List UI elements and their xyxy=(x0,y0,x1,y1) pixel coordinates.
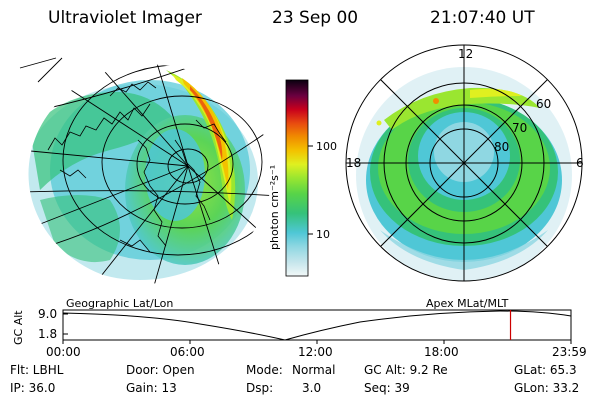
flt-field: Flt: LBHL xyxy=(10,363,64,377)
right-polar-map xyxy=(345,44,583,282)
altitude-ytick-high: 9.0 xyxy=(38,307,58,321)
altitude-track-plot xyxy=(62,309,572,344)
mlt-label-12: 12 xyxy=(458,47,474,61)
gcalt-field: GC Alt: 9.2 Re xyxy=(364,363,448,377)
colorbar-tick-100: 100 xyxy=(316,140,337,153)
door-field: Door: Open xyxy=(126,363,195,377)
mlat-label-80: 80 xyxy=(494,140,510,154)
apex-caption: Apex MLat/MLT xyxy=(426,297,509,310)
dsp-label: Dsp: xyxy=(246,381,274,395)
date-label: 23 Sep 00 xyxy=(272,8,359,28)
mode-label: Mode: xyxy=(246,363,283,377)
altitude-xtick-1200: 12:00 xyxy=(298,345,333,359)
time-label: 21:07:40 UT xyxy=(430,8,535,28)
mlat-label-60: 60 xyxy=(536,97,552,111)
mlat-label-70: 70 xyxy=(512,121,528,135)
glat-field: GLat: 65.3 xyxy=(514,363,577,377)
mode-value: Normal xyxy=(292,363,336,377)
altitude-xtick-0600: 06:00 xyxy=(170,345,205,359)
mlt-label-18: 18 xyxy=(346,156,362,170)
left-geographic-map xyxy=(19,57,273,285)
altitude-xtick-1800: 18:00 xyxy=(424,345,459,359)
instrument-title: Ultraviolet Imager xyxy=(48,8,202,28)
color-bar xyxy=(285,79,313,277)
mlt-label-6: 6 xyxy=(576,156,584,170)
altitude-ytick-low: 1.8 xyxy=(38,327,58,341)
altitude-ylabel: GC Alt xyxy=(12,310,25,345)
seq-field: Seq: 39 xyxy=(364,381,410,395)
glon-field: GLon: 33.2 xyxy=(514,381,580,395)
colorbar-unit-label: photon cm⁻²s⁻¹ xyxy=(268,164,281,250)
gain-field: Gain: 13 xyxy=(126,381,177,395)
altitude-xtick-0000: 00:00 xyxy=(46,345,81,359)
geographic-caption: Geographic Lat/Lon xyxy=(66,297,174,310)
dsp-value: 3.0 xyxy=(302,381,322,395)
colorbar-tick-10: 10 xyxy=(316,228,330,241)
altitude-xtick-2359: 23:59 xyxy=(552,345,587,359)
ip-field: IP: 36.0 xyxy=(10,381,56,395)
